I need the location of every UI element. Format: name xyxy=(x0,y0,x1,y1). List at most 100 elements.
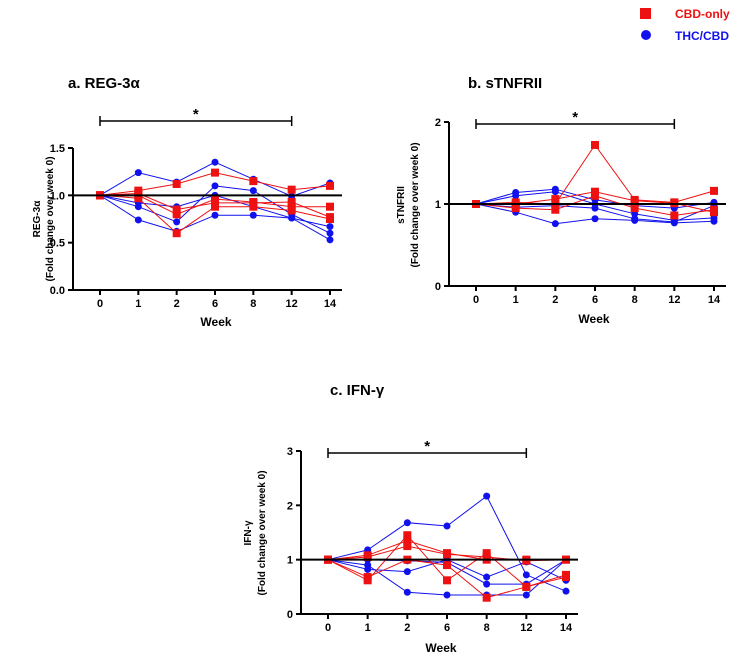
panel-b-ylabel-line2: (Fold change over week 0) xyxy=(410,142,421,267)
panel-a-point-thc xyxy=(288,214,296,222)
panel-a-point-cbd xyxy=(287,206,296,215)
panel-c-ylabel-line1: IFN-γ xyxy=(243,520,254,545)
panel-b-stnfrii: b. sTNFRII sTNFRII (Fold change over wee… xyxy=(396,75,726,326)
panel-c-point-cbd xyxy=(443,576,451,585)
panel-c-xtick-label: 12 xyxy=(520,622,532,634)
panel-c-xtick-label: 6 xyxy=(444,622,450,634)
panel-a-title: a. REG-3α xyxy=(68,75,141,92)
panel-c-point-thc xyxy=(403,519,411,527)
panel-b-significance-label: * xyxy=(572,109,578,126)
panel-c-point-cbd xyxy=(482,552,491,561)
panel-c-xtick-label: 8 xyxy=(484,622,490,634)
panel-b-point-thc xyxy=(551,220,559,228)
panel-c-xtick-label: 0 xyxy=(325,622,331,634)
panel-c-point-thc xyxy=(522,591,530,599)
panel-c-xtick-label: 2 xyxy=(404,622,410,634)
panel-a-ytick-label: 0.5 xyxy=(50,238,65,250)
panel-a-xtick-label: 14 xyxy=(324,298,337,310)
panel-c-point-cbd xyxy=(522,582,531,591)
panel-a-ytick-label: 1.5 xyxy=(50,143,65,155)
panel-b-point-cbd xyxy=(591,191,599,200)
panel-a-xtick-label: 1 xyxy=(135,298,141,310)
panel-c-xlabel: Week xyxy=(425,641,456,655)
panel-a-point-thc xyxy=(249,187,257,195)
panel-c-ytick-label: 0 xyxy=(287,609,293,621)
panel-b-point-cbd xyxy=(551,205,560,214)
panel-b-xtick-label: 8 xyxy=(632,294,638,306)
panel-c-point-thc xyxy=(364,565,372,573)
panel-b-point-cbd xyxy=(551,195,560,204)
panel-c-point-cbd xyxy=(482,593,491,602)
panel-c-point-thc xyxy=(443,522,451,530)
panel-a-point-thc xyxy=(134,169,142,177)
panel-b-ytick-label: 2 xyxy=(435,117,441,129)
panel-b-point-cbd xyxy=(591,140,599,149)
panel-b-xtick-label: 2 xyxy=(552,294,558,306)
panel-c-point-cbd xyxy=(403,542,412,551)
panel-c-point-cbd xyxy=(363,573,372,582)
panel-c-ytick-label: 1 xyxy=(287,555,293,567)
panel-a-point-cbd xyxy=(249,177,258,186)
panel-b-point-thc xyxy=(551,188,559,196)
panel-a-point-thc xyxy=(326,223,334,231)
panel-b-xtick-label: 1 xyxy=(513,294,519,306)
panel-c-point-thc xyxy=(522,571,530,579)
panel-a-point-cbd xyxy=(172,210,181,219)
panel-a-point-cbd xyxy=(326,202,334,211)
panel-b-point-cbd xyxy=(630,204,639,213)
legend-cbd-label: CBD-only xyxy=(675,7,730,21)
panel-c-title: c. IFN-γ xyxy=(330,382,385,399)
panel-a-point-thc xyxy=(211,158,219,166)
panel-b-point-thc xyxy=(591,204,599,212)
panel-b-point-cbd xyxy=(670,211,679,220)
panel-a-xtick-label: 0 xyxy=(97,298,103,310)
panel-a-point-thc xyxy=(326,236,334,244)
panel-c-point-thc xyxy=(562,587,570,595)
panel-c-ytick-label: 3 xyxy=(287,446,293,458)
panel-a-xtick-label: 12 xyxy=(286,298,298,310)
panel-a-reg3a: a. REG-3α REG-3α (Fold change over week … xyxy=(32,75,342,329)
panel-c-point-thc xyxy=(483,573,491,581)
panel-c-ytick-label: 2 xyxy=(287,500,293,512)
panel-a-ytick-label: 1.0 xyxy=(50,190,65,202)
panel-a-point-thc xyxy=(249,211,257,219)
panel-a-ytick-label: 0.0 xyxy=(50,285,65,297)
panel-a-xtick-label: 8 xyxy=(250,298,256,310)
panel-c-point-thc xyxy=(403,588,411,596)
panel-a-point-thc xyxy=(173,218,181,226)
panel-a-point-thc xyxy=(211,182,219,190)
panel-a-ylabel-line1: REG-3α xyxy=(32,200,43,238)
panel-a-point-cbd xyxy=(326,181,334,190)
panel-b-xtick-label: 0 xyxy=(473,294,479,306)
panel-a-point-cbd xyxy=(134,189,143,198)
panel-b-ytick-label: 0 xyxy=(435,281,441,293)
panel-c-xtick-label: 14 xyxy=(560,622,573,634)
panel-b-xtick-label: 12 xyxy=(668,294,680,306)
panel-c-xtick-label: 1 xyxy=(365,622,371,634)
panel-b-xlabel: Week xyxy=(578,312,609,326)
panel-a-point-cbd xyxy=(287,185,296,194)
panel-c-point-cbd xyxy=(403,536,412,545)
panel-a-point-cbd xyxy=(172,229,181,238)
panel-b-ytick-label: 1 xyxy=(435,199,441,211)
panel-b-point-cbd xyxy=(710,186,718,195)
panel-a-point-cbd xyxy=(172,179,181,188)
panel-b-xtick-label: 14 xyxy=(708,294,721,306)
panel-c-point-cbd xyxy=(522,556,531,565)
legend-cbd-marker xyxy=(640,8,651,19)
panel-a-point-cbd xyxy=(134,194,143,203)
panel-a-xtick-label: 6 xyxy=(212,298,218,310)
panel-a-point-cbd xyxy=(287,197,296,206)
panel-a-xtick-label: 2 xyxy=(174,298,180,310)
panel-a-significance-label: * xyxy=(193,106,199,123)
panel-a-point-cbd xyxy=(326,213,334,222)
panel-c-point-cbd xyxy=(403,531,412,540)
panel-a-point-cbd xyxy=(249,198,258,207)
legend: CBD-only THC/CBD xyxy=(640,7,730,43)
panel-b-point-thc xyxy=(512,192,520,200)
panel-c-point-thc xyxy=(443,591,451,599)
legend-thc-label: THC/CBD xyxy=(675,29,729,43)
panel-c-ylabel-line2: (Fold change over week 0) xyxy=(257,470,268,595)
panel-b-point-cbd xyxy=(630,196,639,205)
